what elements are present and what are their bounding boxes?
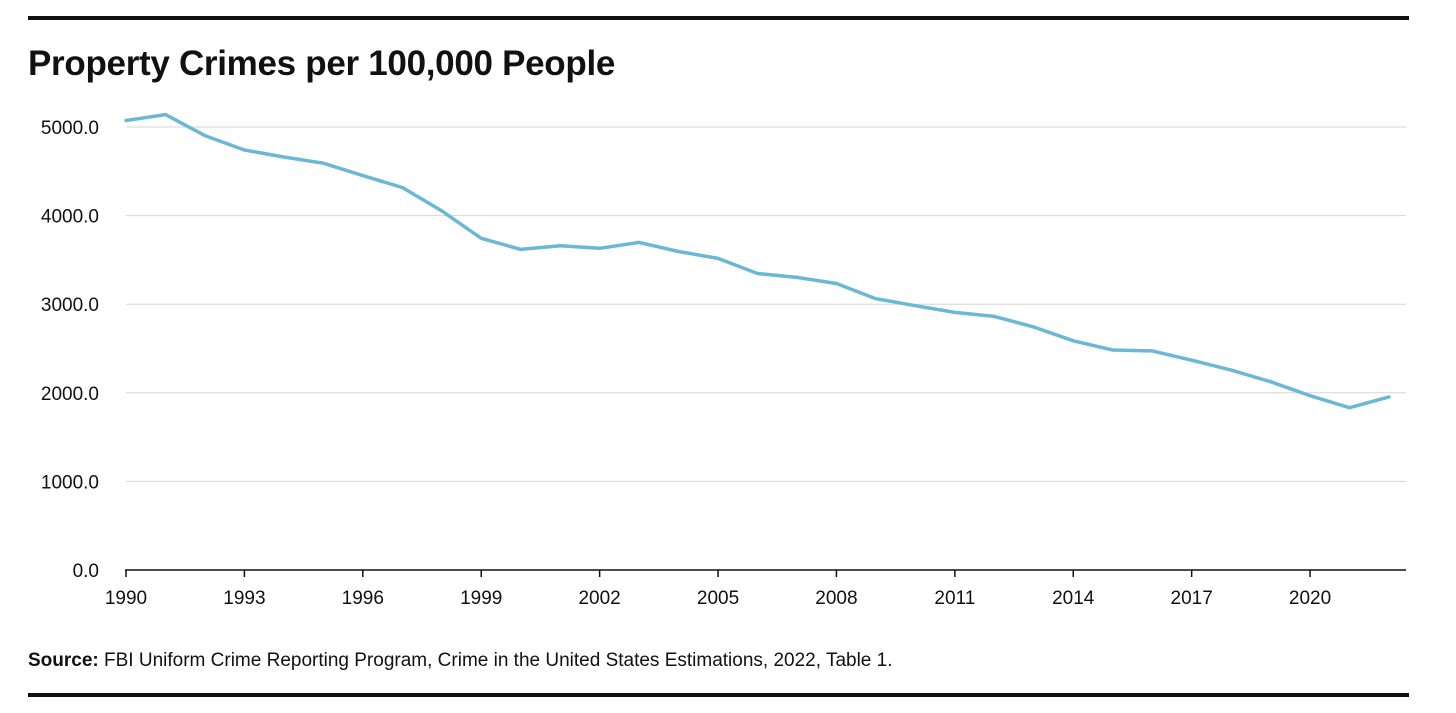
x-tick-label: 2008 <box>815 588 857 609</box>
source-note: Source: FBI Uniform Crime Reporting Prog… <box>28 649 893 673</box>
source-label: Source: <box>28 650 99 671</box>
x-tick-label: 2002 <box>578 588 620 609</box>
x-tick-label: 2014 <box>1052 588 1095 609</box>
line-chart: 0.0 1000.0 2000.0 3000.0 4000.0 5000.0 1990 199… <box>41 112 1406 609</box>
y-tick-label: 5000.0 <box>41 118 99 139</box>
y-tick-label: 0.0 <box>73 561 99 582</box>
chart-title: Property Crimes per 100,000 People <box>28 44 616 83</box>
x-tick-label: 2017 <box>1171 588 1213 609</box>
top-rule <box>28 16 1409 20</box>
x-tick-label: 1990 <box>105 588 147 609</box>
series-line <box>124 112 1391 410</box>
y-tick-label: 1000.0 <box>41 472 99 493</box>
x-tick-label: 1999 <box>460 588 502 609</box>
x-tick-label: 1993 <box>223 588 265 609</box>
bottom-rule <box>28 693 1409 697</box>
y-tick-label: 2000.0 <box>41 384 99 405</box>
x-tick-label: 2011 <box>934 588 975 609</box>
y-tick-label: 3000.0 <box>41 295 99 316</box>
y-tick-label: 4000.0 <box>41 207 99 228</box>
x-tick-label: 2005 <box>697 588 739 609</box>
x-tick-label: 1996 <box>342 588 384 609</box>
source-text: FBI Uniform Crime Reporting Program, Cri… <box>98 650 893 671</box>
x-tick-label: 2020 <box>1289 588 1331 609</box>
